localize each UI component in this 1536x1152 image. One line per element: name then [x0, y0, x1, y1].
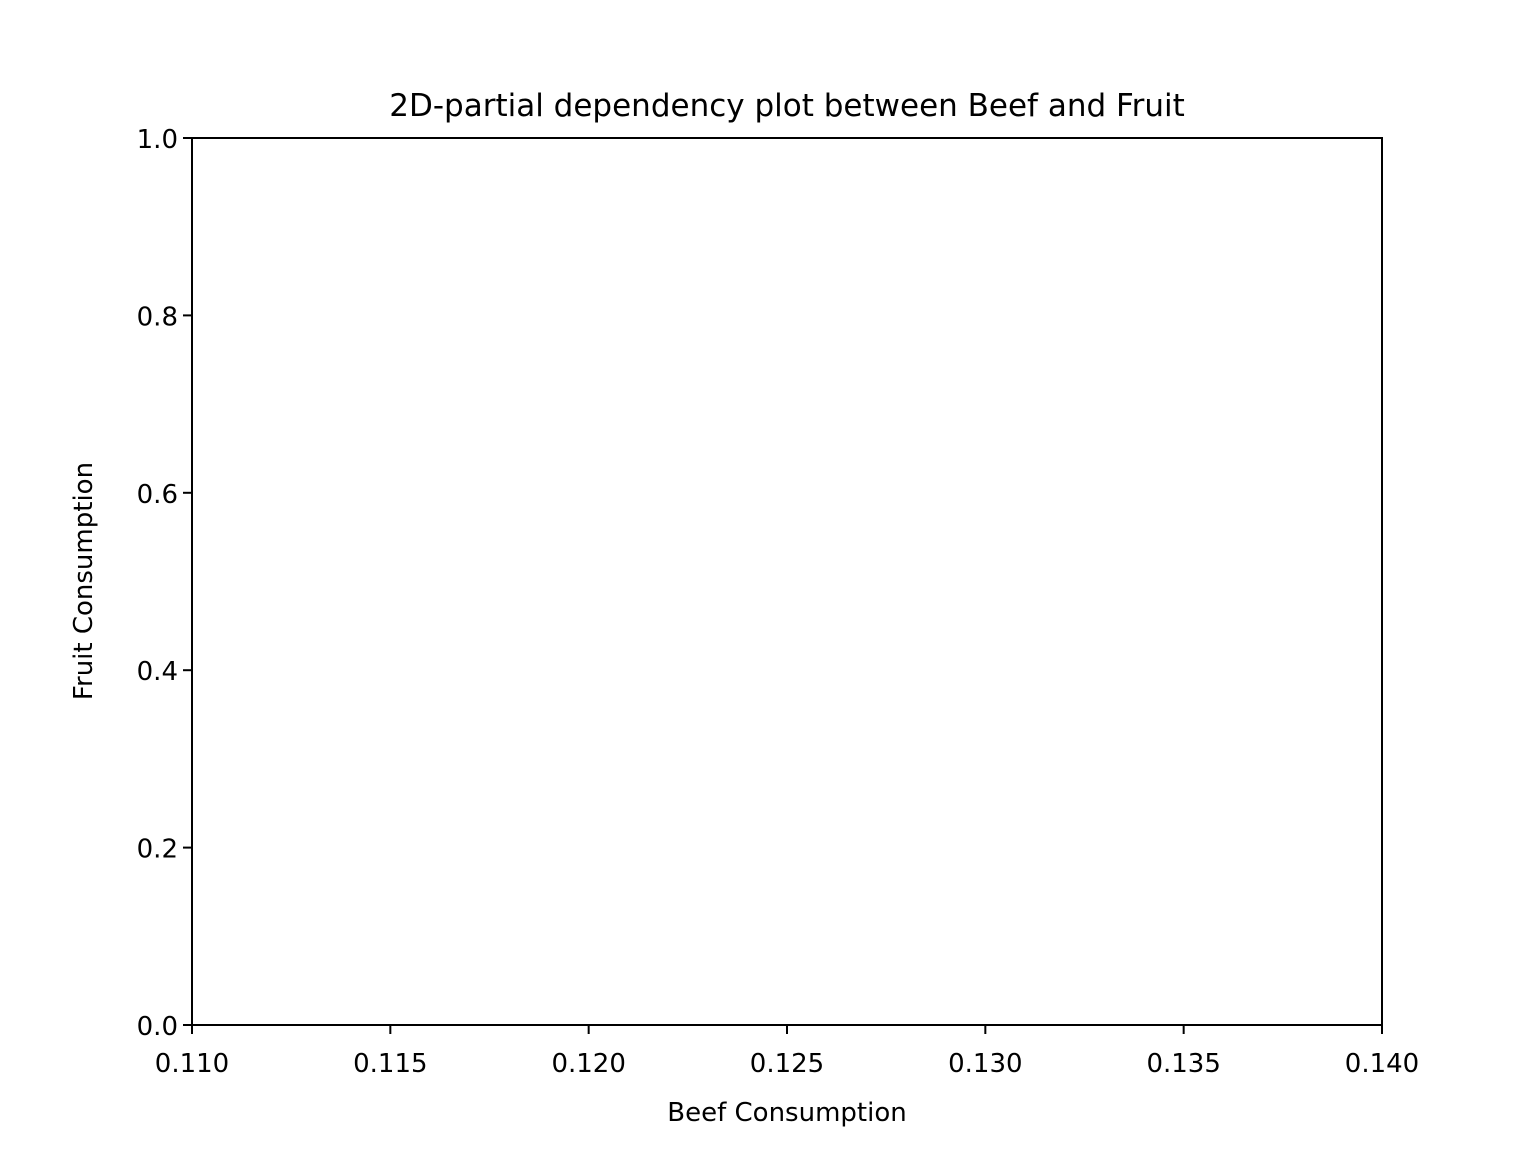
chart-title: 2D-partial dependency plot between Beef … — [389, 88, 1184, 124]
x-axis-ticks: 0.110 0.115 0.120 0.125 0.130 0.135 0.140 — [155, 1025, 1419, 1079]
x-tick-label: 0.120 — [551, 1049, 625, 1079]
x-tick-label: 0.140 — [1345, 1049, 1419, 1079]
x-tick-label: 0.110 — [155, 1049, 229, 1079]
y-axis-label: Fruit Consumption — [69, 462, 99, 700]
x-tick-label: 0.115 — [353, 1049, 427, 1079]
plot-area — [191, 137, 1383, 1026]
y-tick-label: 1.0 — [137, 125, 178, 155]
y-tick-label: 0.0 — [137, 1012, 178, 1042]
y-tick-label: 0.4 — [137, 657, 178, 687]
y-tick-label: 0.8 — [137, 302, 178, 332]
x-tick-label: 0.135 — [1146, 1049, 1220, 1079]
x-tick-label: 0.125 — [750, 1049, 824, 1079]
y-tick-label: 0.6 — [137, 480, 178, 510]
x-axis-label: Beef Consumption — [667, 1098, 906, 1128]
y-axis-ticks: 0.0 0.2 0.4 0.6 0.8 1.0 — [137, 125, 192, 1042]
y-tick-label: 0.2 — [137, 835, 178, 865]
x-tick-label: 0.130 — [948, 1049, 1022, 1079]
